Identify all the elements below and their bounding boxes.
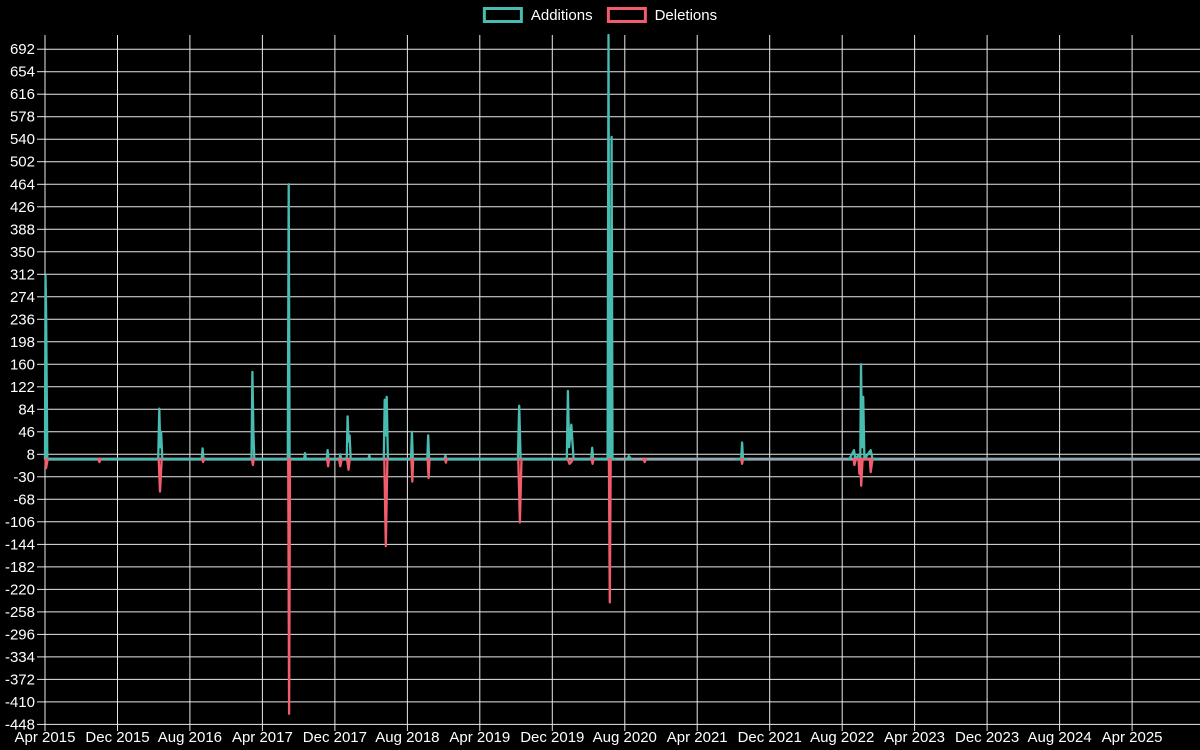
svg-text:Aug 2022: Aug 2022 [810,729,874,746]
svg-text:Dec 2023: Dec 2023 [955,729,1019,746]
svg-text:464: 464 [10,176,35,193]
svg-text:122: 122 [10,379,35,396]
svg-text:312: 312 [10,266,35,283]
deletions-legend-label: Deletions [654,6,718,24]
series-additions [43,33,880,461]
svg-text:-68: -68 [13,491,35,508]
svg-text:46: 46 [18,424,35,441]
svg-text:Aug 2020: Aug 2020 [593,729,657,746]
svg-text:-258: -258 [5,604,35,621]
series-deletions [44,457,874,715]
svg-text:160: 160 [10,356,35,373]
svg-text:-372: -372 [5,671,35,688]
deletions-legend-swatch [606,7,647,23]
svg-text:198: 198 [10,334,35,351]
svg-text:Dec 2015: Dec 2015 [85,729,149,746]
svg-text:Apr 2021: Apr 2021 [667,729,728,746]
svg-text:Dec 2017: Dec 2017 [303,729,367,746]
additions-legend-label: Additions [530,6,593,24]
svg-text:502: 502 [10,154,35,171]
svg-text:-182: -182 [5,559,35,576]
svg-text:616: 616 [10,86,35,103]
svg-text:-144: -144 [5,536,35,553]
legend-item-deletions[interactable]: Deletions [606,6,718,24]
svg-text:Aug 2018: Aug 2018 [375,729,439,746]
svg-text:Aug 2016: Aug 2016 [158,729,222,746]
svg-text:540: 540 [10,131,35,148]
legend-item-additions[interactable]: Additions [482,6,593,24]
svg-text:Apr 2019: Apr 2019 [449,729,510,746]
svg-text:-30: -30 [13,469,35,486]
svg-text:Apr 2025: Apr 2025 [1102,729,1163,746]
svg-text:Dec 2021: Dec 2021 [738,729,802,746]
axis-ticks [37,48,1133,731]
svg-text:426: 426 [10,199,35,216]
svg-text:84: 84 [18,401,35,418]
y-axis-labels: 692 654 616 578 540 502 464 426 388 350 312 274 236 1… [5,41,35,733]
svg-text:-334: -334 [5,649,35,666]
svg-text:350: 350 [10,244,35,261]
svg-text:236: 236 [10,311,35,328]
svg-text:8: 8 [27,446,35,463]
additions-legend-swatch [482,7,523,23]
svg-text:-296: -296 [5,626,35,643]
svg-text:692: 692 [10,41,35,58]
chart-legend: Additions Deletions [482,6,718,24]
svg-text:-106: -106 [5,514,35,531]
grid-lines [44,35,1200,725]
svg-text:-448: -448 [5,716,35,733]
svg-text:-410: -410 [5,694,35,711]
svg-text:Apr 2017: Apr 2017 [232,729,293,746]
svg-text:-220: -220 [5,581,35,598]
svg-text:274: 274 [10,289,35,306]
svg-text:654: 654 [10,64,35,81]
svg-text:Apr 2015: Apr 2015 [15,729,76,746]
svg-text:Aug 2024: Aug 2024 [1027,729,1091,746]
svg-text:Apr 2023: Apr 2023 [884,729,945,746]
svg-text:Dec 2019: Dec 2019 [520,729,584,746]
svg-text:578: 578 [10,109,35,126]
x-axis-labels: Apr 2015 Dec 2015 Aug 2016 Apr 2017 Dec 2017… [15,729,1163,746]
svg-text:388: 388 [10,221,35,238]
